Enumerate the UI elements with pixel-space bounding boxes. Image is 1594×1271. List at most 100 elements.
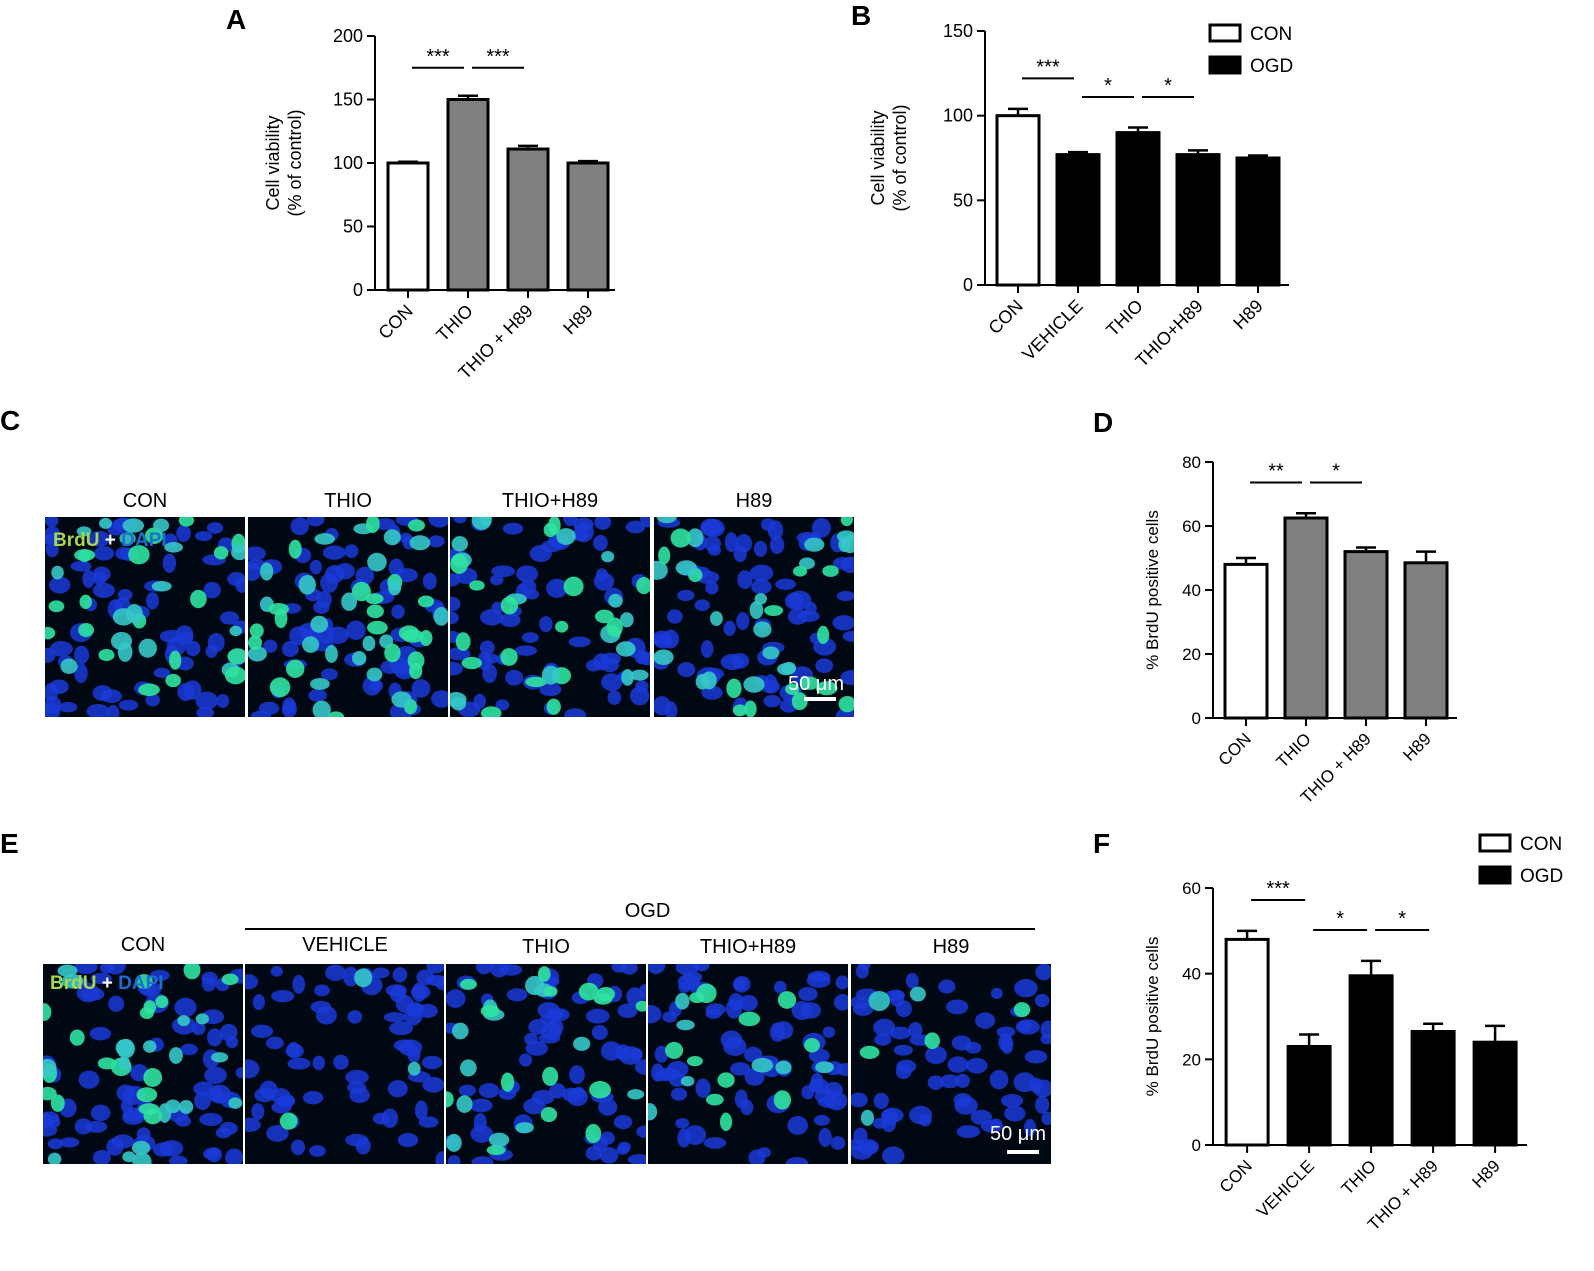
dapi-nucleus — [175, 1115, 192, 1127]
dapi-nucleus — [428, 517, 448, 528]
y-tick-label: 60 — [1182, 517, 1201, 536]
dapi-nucleus — [194, 1091, 211, 1111]
dapi-nucleus — [47, 1138, 64, 1150]
dapi-nucleus — [74, 964, 98, 975]
significance-label: * — [1104, 75, 1112, 97]
micrograph-cells — [851, 964, 1051, 1164]
brdu-nucleus — [74, 549, 96, 562]
brdu-nucleus — [417, 595, 435, 608]
dapi-nucleus — [453, 517, 467, 524]
dapi-nucleus — [314, 984, 330, 997]
dapi-nucleus — [564, 708, 587, 717]
dapi-nucleus — [287, 1041, 301, 1059]
dapi-nucleus — [414, 1100, 428, 1121]
brdu-nucleus — [791, 692, 808, 711]
brdu-nucleus — [555, 620, 569, 633]
brdu-nucleus — [749, 601, 764, 620]
dapi-nucleus — [410, 984, 431, 1000]
dapi-nucleus — [705, 580, 719, 595]
dapi-nucleus — [397, 1132, 419, 1148]
dapi-nucleus — [203, 581, 221, 599]
stain-legend: BrdU + DAPI — [53, 530, 167, 552]
dapi-nucleus — [830, 1136, 846, 1150]
micrograph-label-con: CON — [120, 934, 166, 956]
dapi-nucleus — [312, 1055, 325, 1071]
stain-dapi: DAPI — [121, 530, 167, 551]
dapi-nucleus — [93, 546, 115, 561]
brdu-nucleus — [450, 553, 469, 574]
dapi-nucleus — [539, 616, 553, 633]
dapi-nucleus — [489, 574, 504, 586]
micrograph-image — [45, 517, 245, 717]
dapi-nucleus — [502, 522, 524, 535]
brdu-nucleus — [47, 1152, 62, 1164]
dapi-nucleus — [333, 1054, 349, 1070]
dapi-nucleus — [287, 1057, 311, 1070]
scale-bar — [1007, 1150, 1039, 1154]
brdu-nucleus — [177, 1015, 191, 1027]
dapi-nucleus — [569, 1065, 585, 1084]
brdu-nucleus — [500, 1072, 515, 1092]
dapi-nucleus — [104, 964, 126, 975]
dapi-nucleus — [703, 1137, 727, 1149]
brdu-nucleus — [135, 974, 153, 989]
brdu-nucleus — [658, 546, 671, 565]
dapi-nucleus — [700, 518, 723, 537]
panel-label-c: C — [0, 405, 21, 436]
dapi-nucleus — [654, 1045, 669, 1063]
dapi-nucleus — [59, 1137, 80, 1148]
brdu-nucleus — [69, 1029, 85, 1046]
brdu-nucleus — [409, 662, 423, 680]
brdu-nucleus — [762, 646, 780, 660]
dapi-nucleus — [703, 536, 722, 552]
dapi-nucleus — [90, 1104, 111, 1122]
brdu-nucleus — [785, 683, 800, 695]
brdu-nucleus — [764, 605, 784, 616]
dapi-nucleus — [813, 1114, 830, 1126]
dapi-nucleus — [92, 582, 115, 599]
stain-brdu: BrdU — [50, 973, 97, 994]
brdu-nucleus — [451, 1022, 469, 1040]
dapi-nucleus — [495, 699, 510, 711]
dapi-nucleus — [499, 613, 521, 628]
dapi-nucleus — [108, 995, 125, 1012]
dapi-nucleus — [411, 679, 431, 698]
scale-bar-label: 50 μm — [990, 1123, 1046, 1145]
micrograph-cells — [43, 964, 243, 1164]
dapi-nucleus — [1001, 1093, 1024, 1108]
dapi-nucleus — [735, 534, 753, 553]
dapi-nucleus — [391, 662, 415, 675]
y-tick-label: 20 — [1182, 1050, 1201, 1069]
dapi-nucleus — [734, 1089, 748, 1109]
brdu-nucleus — [838, 536, 851, 553]
dapi-nucleus — [258, 701, 280, 715]
dapi-nucleus — [873, 1092, 889, 1110]
dapi-nucleus — [489, 964, 509, 978]
stain-plus: + — [104, 530, 116, 551]
dapi-nucleus — [815, 658, 834, 674]
dapi-nucleus — [176, 524, 191, 542]
dapi-nucleus — [751, 579, 772, 595]
dapi-nucleus — [45, 525, 61, 545]
brdu-nucleus — [479, 517, 492, 527]
dapi-nucleus — [677, 661, 696, 678]
legend-label: OGD — [1520, 866, 1563, 887]
dapi-nucleus — [1040, 1020, 1051, 1039]
dapi-nucleus — [469, 1098, 493, 1113]
dapi-nucleus — [852, 1002, 874, 1016]
dapi-nucleus — [324, 565, 345, 584]
dapi-nucleus — [174, 997, 197, 1017]
brdu-nucleus — [676, 1019, 695, 1031]
micrograph-image — [446, 964, 646, 1164]
significance-label: * — [1164, 75, 1172, 97]
brdu-nucleus — [838, 695, 854, 713]
legend-label: OGD — [1250, 56, 1293, 77]
y-tick-label: 0 — [1192, 1136, 1201, 1155]
dapi-nucleus — [851, 1092, 868, 1108]
brdu-nucleus — [480, 706, 502, 717]
dapi-nucleus — [757, 1147, 771, 1158]
dapi-nucleus — [342, 966, 359, 987]
brdu-nucleus — [595, 609, 614, 624]
brdu-nucleus — [50, 1094, 65, 1112]
